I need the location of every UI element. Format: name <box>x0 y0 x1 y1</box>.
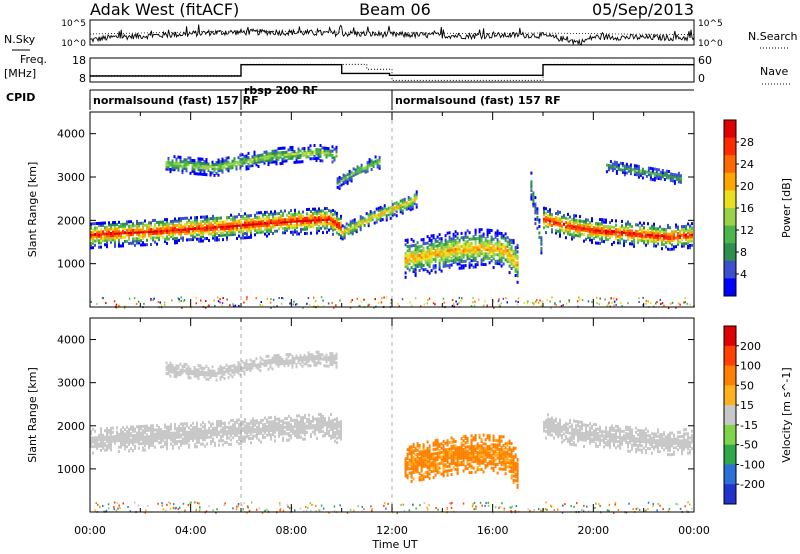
power-colorbar-swatch <box>724 260 736 279</box>
velocity-colorbar-swatch <box>724 326 736 347</box>
velocity-colorbar-title: Velocity [m s^-1] <box>780 367 793 462</box>
power-colorbar-title: Power [dB] <box>780 178 793 238</box>
y-axis-title: Slant Range [km] <box>26 162 39 258</box>
nsearch-label: N.Search <box>748 30 798 43</box>
x-tick-label: 12:00 <box>376 524 408 537</box>
power-colorbar-swatch <box>724 243 736 262</box>
velocity-colorbar-swatch <box>724 385 736 406</box>
x-axis-title: Time UT <box>371 538 417 551</box>
y-tick-label: 4000 <box>57 334 85 347</box>
velocity-colorbar-swatch <box>724 424 736 446</box>
power-colorbar-swatch <box>724 278 736 297</box>
date-title: 05/Sep/2013 <box>592 0 694 19</box>
nave-tick-top: 60 <box>698 54 712 67</box>
power-colorbar-tick-label: 28 <box>740 136 754 149</box>
power-colorbar-tick-label: 8 <box>740 246 747 259</box>
noise-tick-right-bottom: 10^0 <box>698 39 723 49</box>
velocity-colorbar-swatch <box>724 345 736 367</box>
power-colorbar-tick-label: 4 <box>740 268 747 281</box>
y-tick-label: 4000 <box>57 128 85 141</box>
x-tick-label: 04:00 <box>175 524 207 537</box>
cpid-segment-label: normalsound (fast) 157 RF <box>93 94 259 107</box>
velocity-colorbar-tick-label: 15 <box>740 399 754 412</box>
freq-label: Freq. <box>20 53 47 66</box>
power-colorbar-tick-label: 12 <box>740 224 754 237</box>
power-colorbar-swatch <box>724 208 736 227</box>
y-tick-label: 3000 <box>57 171 85 184</box>
velocity-colorbar-swatch <box>724 484 736 505</box>
noise-tick-left-bottom: 10^0 <box>61 39 86 49</box>
x-tick-label: 08:00 <box>275 524 307 537</box>
x-tick-label: 00:00 <box>678 524 710 537</box>
y-tick-label: 2000 <box>57 214 85 227</box>
velocity-colorbar-tick-label: -15 <box>740 419 758 432</box>
freq-line <box>90 64 694 77</box>
y-tick-label: 3000 <box>57 377 85 390</box>
station-title: Adak West (fitACF) <box>90 0 239 19</box>
cpid-label: CPID <box>6 91 35 104</box>
power-colorbar-swatch <box>724 190 736 209</box>
velocity-colorbar-tick-label: -50 <box>740 439 758 452</box>
cpid-segment-label: rbsp 200 RF <box>244 84 318 97</box>
nave-label: Nave <box>760 65 788 78</box>
power-colorbar-tick-label: 16 <box>740 202 754 215</box>
power-colorbar-swatch <box>724 137 736 156</box>
power-panel-cells <box>90 144 695 309</box>
nave-line <box>90 63 694 81</box>
x-tick-label: 16:00 <box>477 524 509 537</box>
noise-tick-left-top: 10^5 <box>61 19 86 29</box>
velocity-colorbar-frame <box>723 325 737 505</box>
noise-tick-right-top: 10^5 <box>698 19 723 29</box>
y-tick-label: 1000 <box>57 463 85 476</box>
velocity-colorbar-swatch <box>724 464 736 485</box>
power-colorbar-swatch <box>724 120 736 139</box>
y-tick-label: 2000 <box>57 420 85 433</box>
nsky-line <box>90 24 695 46</box>
nave-tick-bottom: 0 <box>698 72 705 85</box>
power-colorbar-swatch <box>724 225 736 244</box>
freq-tick-top: 18 <box>72 54 86 67</box>
cpid-segment-label: normalsound (fast) 157 RF <box>395 94 561 107</box>
noise-panel-frame <box>89 19 695 46</box>
beam-title: Beam 06 <box>359 0 431 19</box>
velocity-colorbar-tick-label: 100 <box>740 360 761 373</box>
power-colorbar-tick-label: 24 <box>740 158 754 171</box>
freq-unit-label: [MHz] <box>4 67 36 80</box>
y-axis-title: Slant Range [km] <box>26 367 39 463</box>
velocity-colorbar-swatch <box>724 405 736 426</box>
y-tick-label: 1000 <box>57 258 85 271</box>
velocity-colorbar-tick-label: 200 <box>740 340 761 353</box>
freq-tick-bottom: 8 <box>79 72 86 85</box>
nsky-label: N.Sky <box>4 33 36 46</box>
power-colorbar-tick-label: 20 <box>740 180 754 193</box>
velocity-colorbar-tick-label: -100 <box>740 458 765 471</box>
velocity-colorbar-tick-label: 50 <box>740 379 754 392</box>
x-tick-label: 00:00 <box>74 524 106 537</box>
power-colorbar-swatch <box>724 172 736 191</box>
x-tick-label: 20:00 <box>577 524 609 537</box>
velocity-colorbar-tick-label: -200 <box>740 478 765 491</box>
power-colorbar-swatch <box>724 155 736 174</box>
velocity-colorbar-swatch <box>724 365 736 386</box>
velocity-panel-cells <box>90 350 693 514</box>
velocity-colorbar-swatch <box>724 444 736 465</box>
freq-panel-frame <box>89 57 695 83</box>
